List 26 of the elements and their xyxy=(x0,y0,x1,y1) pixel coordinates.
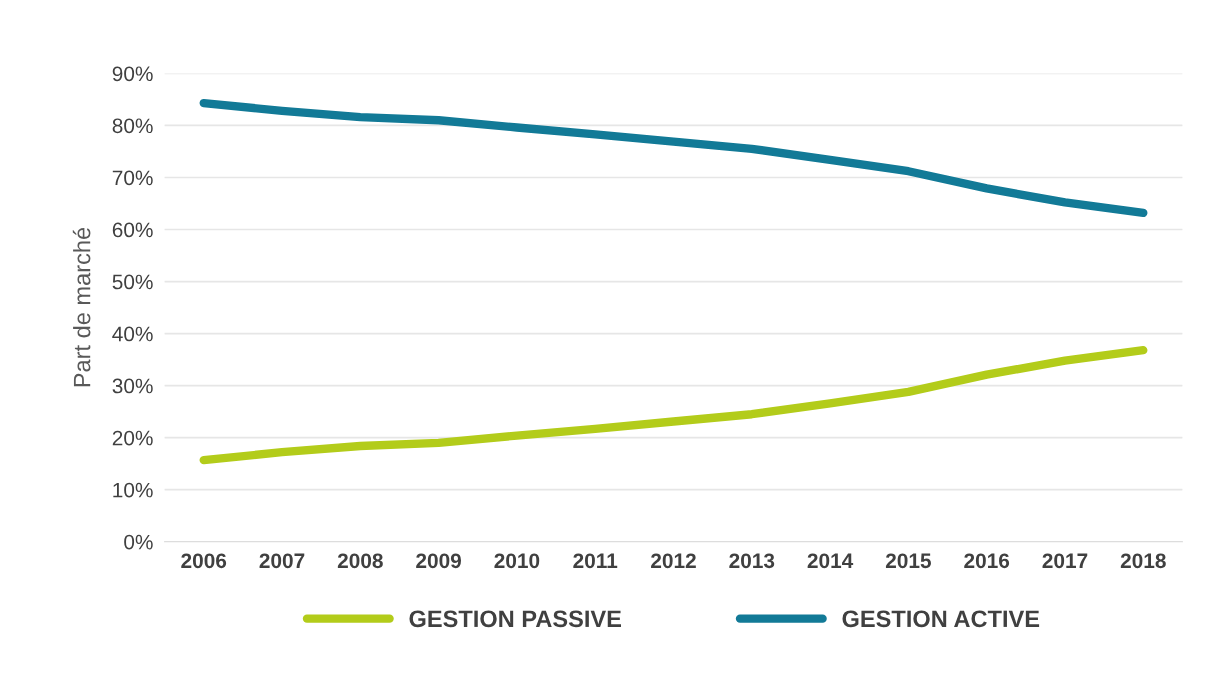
x-tick-label: 2010 xyxy=(494,553,540,569)
y-tick-label: 50% xyxy=(112,274,153,290)
y-axis-title: Part de marché xyxy=(72,227,91,387)
x-tick-label: 2018 xyxy=(1120,553,1166,569)
legend-label: GESTION PASSIVE xyxy=(409,610,621,628)
x-tick-label: 2007 xyxy=(259,553,305,569)
x-tick-label: 2017 xyxy=(1042,553,1088,569)
x-tick-label: 2009 xyxy=(416,553,462,569)
y-tick-label: 0% xyxy=(124,534,153,550)
y-tick-label: 40% xyxy=(112,326,153,342)
x-tick-label: 2012 xyxy=(651,553,696,569)
legend-label: GESTION ACTIVE xyxy=(842,610,1040,628)
y-tick-label: 80% xyxy=(112,118,153,134)
y-tick-label: 30% xyxy=(112,378,153,394)
y-tick-label: 60% xyxy=(112,222,153,238)
x-tick-label: 2014 xyxy=(807,553,854,569)
y-tick-label: 90% xyxy=(112,66,153,82)
x-tick-label: 2011 xyxy=(573,553,618,569)
x-tick-label: 2008 xyxy=(337,553,383,569)
x-tick-label: 2016 xyxy=(964,553,1010,569)
x-tick-label: 2015 xyxy=(885,553,931,569)
y-tick-label: 10% xyxy=(113,482,153,498)
y-tick-label: 20% xyxy=(112,430,153,446)
x-tick-label: 2013 xyxy=(729,553,775,569)
y-tick-label: 70% xyxy=(112,170,153,186)
x-tick-label: 2006 xyxy=(181,553,227,569)
